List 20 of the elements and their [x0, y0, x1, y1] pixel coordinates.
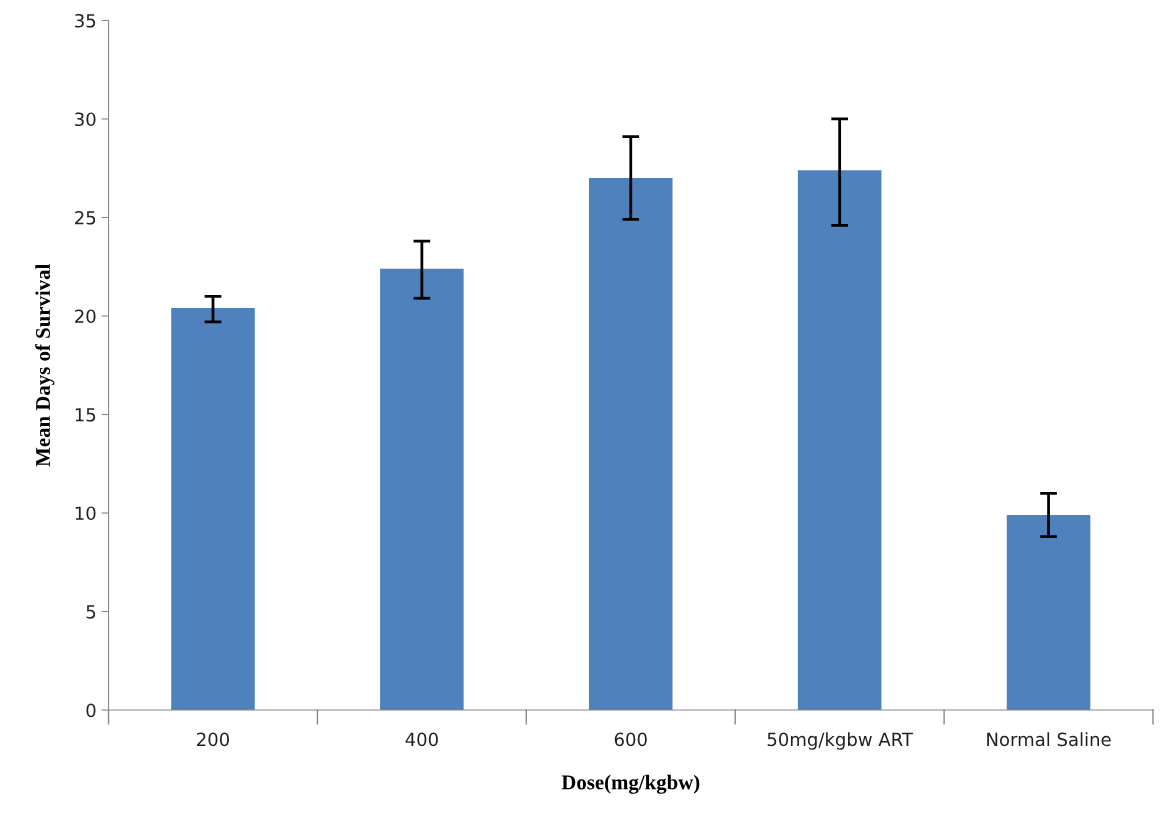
y-tick-label: 0	[86, 703, 96, 718]
bar	[797, 170, 882, 711]
bar	[380, 268, 464, 711]
x-tick-label: Normal Saline	[987, 732, 1111, 747]
bar	[588, 178, 673, 711]
y-tick-label: 30	[75, 112, 96, 127]
y-axis-title: Mean Days of Survival	[35, 264, 55, 467]
y-tick-label: 5	[86, 605, 96, 619]
x-tick-label: 400	[405, 732, 438, 747]
y-tick-label: 35	[75, 13, 96, 28]
x-tick-label: 200	[197, 732, 230, 747]
x-axis-title: Dose(mg/kgbw)	[561, 774, 700, 794]
bar	[171, 308, 255, 711]
y-tick-label: 25	[75, 210, 96, 225]
y-tick-label: 20	[75, 309, 96, 324]
y-tick-label: 15	[75, 408, 96, 422]
bar	[1006, 514, 1091, 711]
x-tick-label: 600	[614, 732, 647, 747]
x-tick-label: 50mg/kgbw ART	[767, 732, 914, 750]
y-tick-label: 10	[75, 506, 96, 521]
